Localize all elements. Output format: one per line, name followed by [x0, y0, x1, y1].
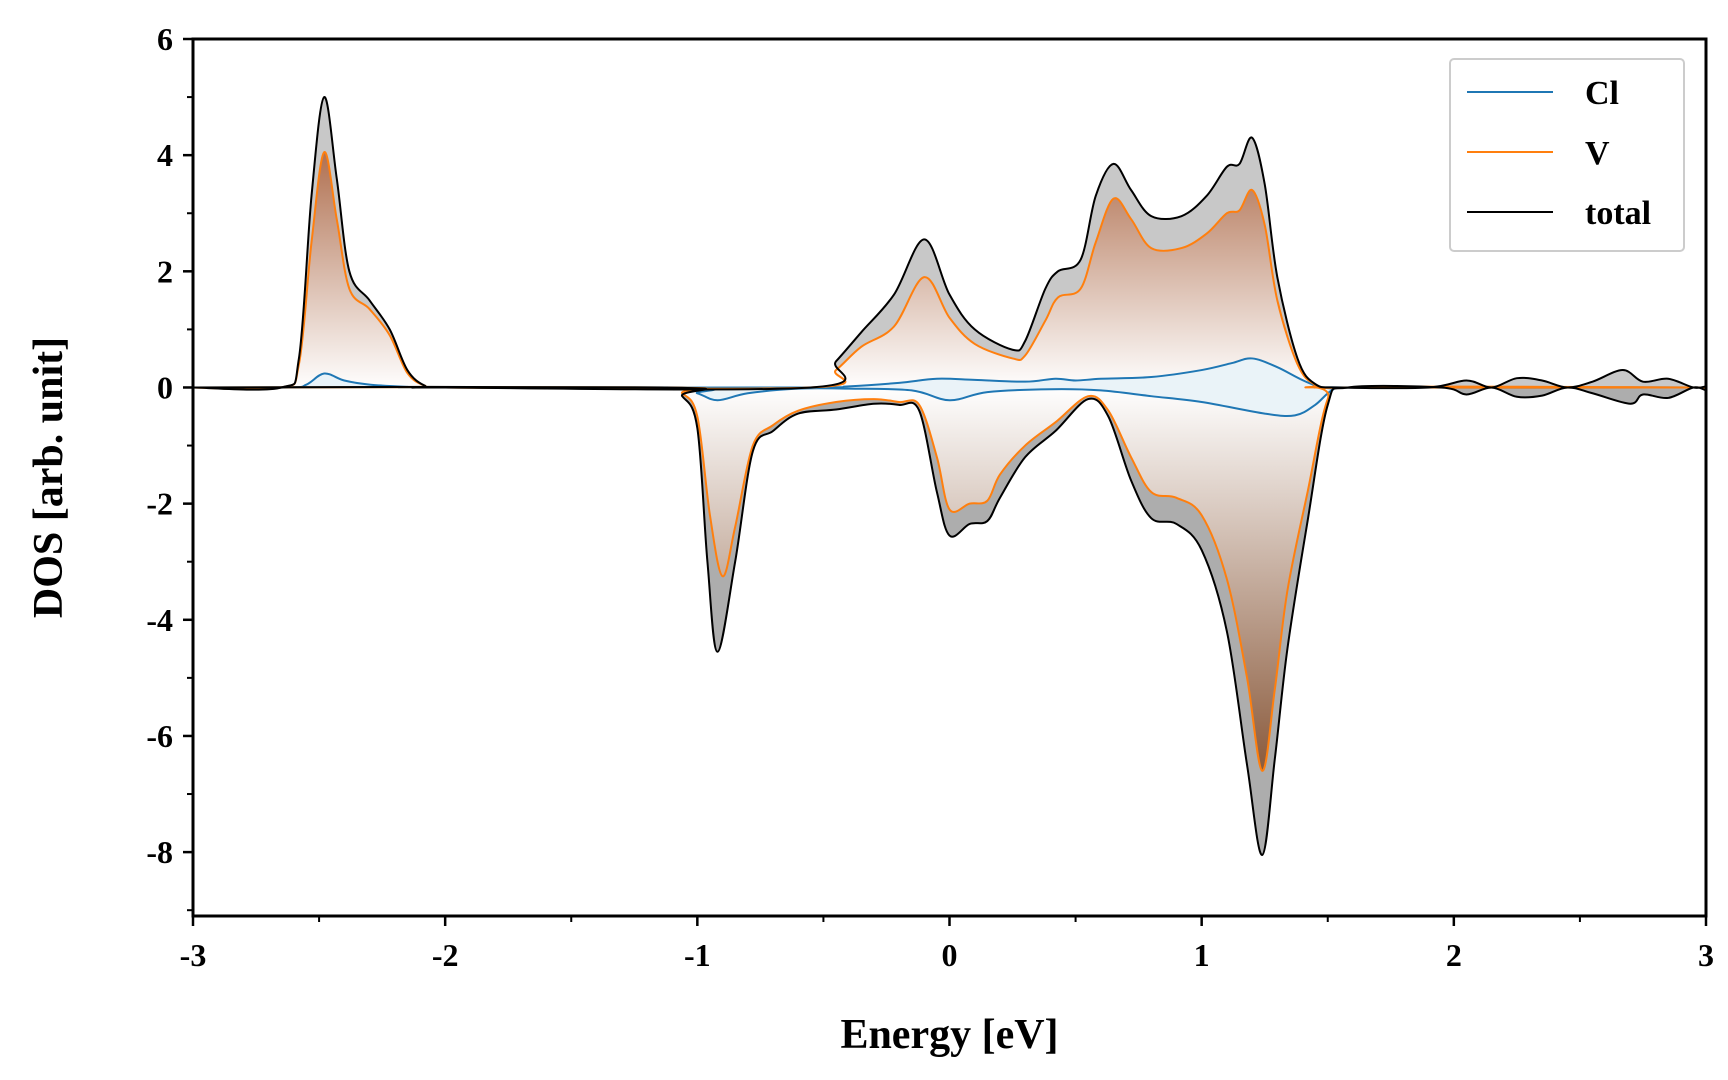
x-tick-label: 0	[942, 937, 958, 973]
y-axis-label: DOS [arb. unit]	[26, 337, 72, 618]
y-tick-label: 4	[157, 137, 173, 173]
series-line-v-up	[192, 151, 1707, 391]
y-tick-label: 2	[157, 253, 173, 289]
legend-label-total: total	[1585, 195, 1651, 232]
series-line-cl-up	[192, 357, 1707, 389]
x-tick-label: 1	[1194, 937, 1210, 973]
y-tick-label: -6	[146, 718, 173, 754]
x-tick-label: -3	[180, 937, 207, 973]
series-line-v-down	[192, 385, 1707, 772]
y-tick-label: 0	[157, 369, 173, 405]
axis-ticks: -3 -2 -1 0 1 2 3 6 4 2 0 -2 -4 -6 -8	[146, 21, 1714, 973]
y-tick-label: -2	[146, 486, 173, 522]
legend-label-v: V	[1585, 135, 1610, 172]
series-line-total-down	[192, 384, 1707, 857]
x-tick-label: -2	[432, 937, 459, 973]
v-up-fill	[193, 152, 1706, 390]
filled-areas	[193, 96, 1706, 856]
x-tick-label: 2	[1446, 937, 1462, 973]
cl-down-fill	[193, 387, 1706, 417]
cl-up-fill	[193, 358, 1706, 388]
y-tick-label: 6	[157, 21, 173, 57]
y-tick-label: -8	[146, 834, 173, 870]
x-tick-label: -1	[684, 937, 711, 973]
x-axis-label: Energy [eV]	[840, 1012, 1058, 1058]
legend-label-cl: Cl	[1585, 75, 1619, 112]
x-tick-label: 3	[1698, 937, 1714, 973]
v-down-fill	[193, 386, 1706, 771]
y-tick-label: -4	[146, 602, 173, 638]
legend-box	[1449, 58, 1685, 252]
series-lines	[192, 96, 1707, 857]
